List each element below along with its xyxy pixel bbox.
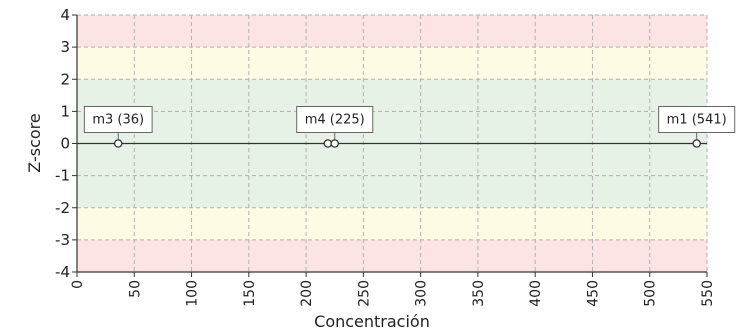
band-1 <box>77 47 707 80</box>
annotation-0: m3 (36) <box>83 106 153 140</box>
band-0 <box>77 15 707 48</box>
data-point-1 <box>323 139 333 148</box>
y-tick-label: 4 <box>60 6 70 24</box>
data-point-2 <box>330 139 339 148</box>
labels-layer: m3 (36) m4 (225) m1 (541) <box>83 106 736 140</box>
x-tick-label: 500 <box>643 280 659 307</box>
x-tick-label: 400 <box>528 280 544 307</box>
annotation-2: m1 (541) <box>658 106 736 140</box>
y-tick-label: 2 <box>60 70 70 88</box>
y-tick-label: -4 <box>55 263 70 281</box>
x-tick-label: 200 <box>299 280 315 307</box>
x-tick-label: 0 <box>70 280 86 289</box>
annotation-box <box>83 106 153 133</box>
x-tick-label: 250 <box>356 280 372 307</box>
y-tick-label: 1 <box>60 102 70 120</box>
y-tick-label: 3 <box>60 38 70 56</box>
x-axis-title: Concentración <box>314 312 430 331</box>
x-tick-label: 150 <box>242 280 258 307</box>
x-tick-label: 450 <box>585 280 601 307</box>
annotation-label: m3 (36) <box>92 113 144 128</box>
data-point-0 <box>113 139 123 148</box>
y-tick-label: -3 <box>55 231 70 249</box>
band-3 <box>77 207 707 240</box>
x-tick-label: 300 <box>414 280 430 307</box>
x-tick-label: 550 <box>700 280 716 307</box>
y-axis-title: Z-score <box>25 113 44 172</box>
band-4 <box>77 239 707 272</box>
annotation-label: m4 (225) <box>305 113 365 128</box>
y-tick-label: -2 <box>55 199 70 217</box>
annotation-box <box>296 106 374 133</box>
points-layer <box>113 139 701 148</box>
annotation-label: m1 (541) <box>667 113 727 128</box>
data-point-3 <box>692 139 701 148</box>
y-tick-label: -1 <box>55 167 70 185</box>
annotation-box <box>658 106 736 133</box>
x-tick-label: 100 <box>185 280 201 307</box>
x-tick-label: 50 <box>127 280 143 298</box>
annotation-1: m4 (225) <box>296 106 374 140</box>
x-tick-label: 350 <box>471 280 487 307</box>
y-tick-label: 0 <box>60 135 70 153</box>
